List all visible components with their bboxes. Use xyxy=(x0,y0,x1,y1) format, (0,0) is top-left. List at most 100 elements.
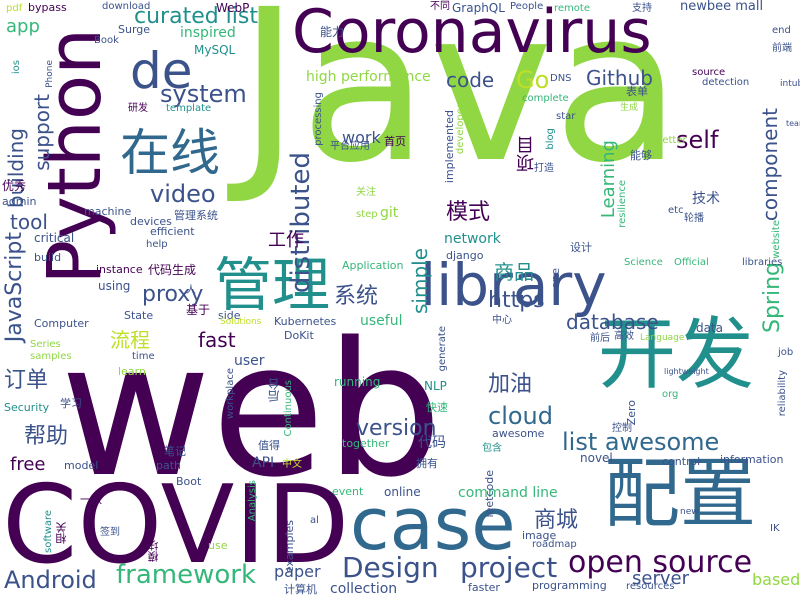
word-cjk-178: 相关 xyxy=(55,522,68,544)
word-cjk-160: 笔记 xyxy=(164,445,186,458)
word-fast-47: fast xyxy=(198,328,236,352)
word-version-27: version xyxy=(356,416,437,441)
word-cjk-80: 表单 xyxy=(626,85,648,98)
word-cjk-74: 前端 xyxy=(772,43,792,54)
word-cjk-167: 包含 xyxy=(482,443,502,454)
word-spring-28: Spring xyxy=(760,262,785,333)
word-security-148: Security xyxy=(4,401,50,414)
word-better-96: better xyxy=(656,135,687,146)
word-cjk-107: 关注 xyxy=(356,187,376,198)
word-complete-79: complete xyxy=(522,93,569,104)
word-javascript-17: JavaScript xyxy=(2,232,27,343)
word-boot-171: Boot xyxy=(176,475,202,488)
word-work-88: work xyxy=(342,128,381,147)
word-series-137: Series xyxy=(30,339,61,350)
word-website-100: website xyxy=(771,220,782,259)
word-case-6: case xyxy=(350,482,516,566)
word-git-109: git xyxy=(380,205,399,221)
word-using-122: using xyxy=(98,279,131,293)
word-faster-188: faster xyxy=(468,581,500,594)
word-coronavirus-2: Coronavirus xyxy=(292,0,652,67)
word-zero-155: Zero xyxy=(625,400,638,426)
word-cjk-161: 值得 xyxy=(258,439,280,452)
word-system-19: system xyxy=(160,80,247,108)
word-admin-102: admin xyxy=(2,195,37,208)
word-cjk-158: 代码 xyxy=(418,435,446,451)
word-examples-182: examples xyxy=(283,520,296,574)
word-one-129: one xyxy=(549,268,562,289)
word-continuous-152: Continuous xyxy=(283,380,294,437)
word-org-154: org xyxy=(662,389,679,400)
word-cjk-111: 设计 xyxy=(570,241,592,254)
word-self-30: self xyxy=(676,126,719,154)
word-cjk-156: 控制 xyxy=(612,423,632,434)
word-state-123: State xyxy=(124,309,154,322)
word-cjk-98: 轮播 xyxy=(684,213,704,224)
word-ik-186: IK xyxy=(770,523,780,534)
word-design-13: Design xyxy=(342,551,439,584)
word-cjk-132: 高效 xyxy=(614,331,634,342)
word-ios-70: ios xyxy=(11,60,22,75)
word-pdf-71: pdf xyxy=(6,3,23,14)
word-github-31: Github xyxy=(586,66,653,90)
word-code-33: code xyxy=(446,68,495,92)
word-detection-76: detection xyxy=(702,77,750,88)
word-cjk-153: 快速 xyxy=(426,401,448,414)
word-information-170: information xyxy=(720,453,784,466)
word-collection-56: collection xyxy=(330,581,398,597)
word-cjk-192: 一款 xyxy=(80,493,102,506)
word-phone-191: Phone xyxy=(45,60,55,88)
word-samples-139: samples xyxy=(30,351,72,362)
word-nlp-145: NLP xyxy=(424,379,447,393)
word-resources-190: resources xyxy=(626,581,675,592)
word-open-source-12: open source xyxy=(568,545,753,580)
word-time-138: time xyxy=(132,351,155,362)
word-libraries-119: libraries xyxy=(742,257,783,268)
word-lightweight-146: lightweight xyxy=(664,367,709,376)
word-cjk-101: 优秀 xyxy=(2,179,27,193)
word-cjk-193: 人 xyxy=(186,285,196,296)
word-computer-135: Computer xyxy=(34,317,89,330)
word-free-46: free xyxy=(10,454,46,475)
word-implemented-91: implemented xyxy=(443,110,456,184)
word-team-82: team xyxy=(786,119,800,128)
word-dns-78: DNS xyxy=(550,73,572,84)
word-cjk-10: 在线 xyxy=(120,124,220,182)
word-build-114: build xyxy=(34,251,62,264)
word-curated-list-22: curated list xyxy=(134,4,258,29)
word-cjk-83: 研发 xyxy=(128,103,148,114)
word-newbee-mall-64: newbee mall xyxy=(680,0,764,14)
word-java-0: Java xyxy=(238,0,682,209)
word-high-performance-72: high performance xyxy=(306,69,431,85)
word-novel-168: novel xyxy=(580,451,613,465)
word-django-115: django xyxy=(446,249,484,262)
word-running-144: running xyxy=(334,375,381,389)
word-cjk-131: 前后 xyxy=(590,333,610,344)
word-reliability-147: reliability xyxy=(777,370,788,417)
word-model-162: model xyxy=(64,459,99,472)
word-tool-45: tool xyxy=(10,210,48,234)
word-al-176: al xyxy=(310,515,319,526)
word-cjk-181: 模块 xyxy=(147,540,160,562)
word-cjk-63: 支持 xyxy=(632,3,652,14)
word-command-line-52: command line xyxy=(458,485,558,501)
word-kubernetes-127: Kubernetes xyxy=(274,315,337,328)
word-devices-104: devices xyxy=(130,215,172,228)
word-cjk-124: 基于 xyxy=(186,303,211,317)
word-cjk-42: 工作 xyxy=(268,230,304,251)
word-web-1: web xyxy=(60,302,443,518)
word-language-133: Language xyxy=(640,333,685,343)
word-support-44: support xyxy=(30,94,54,171)
word-bypass-57: bypass xyxy=(28,1,67,14)
word-data-134: data xyxy=(696,321,724,335)
word-online-174: online xyxy=(384,485,421,499)
word-instance-120: instance xyxy=(96,263,143,276)
word-together-157: together xyxy=(342,437,390,450)
word-cjk-36: 加油 xyxy=(488,372,533,397)
word-surge-68: Surge xyxy=(118,23,151,36)
word-https-24: https xyxy=(488,288,545,313)
word-official-118: Official xyxy=(674,257,709,268)
word-cjk-166: 拥有 xyxy=(416,457,438,470)
word-processing-85: processing xyxy=(313,92,324,146)
word-cjk-60: 不同 xyxy=(430,1,450,12)
